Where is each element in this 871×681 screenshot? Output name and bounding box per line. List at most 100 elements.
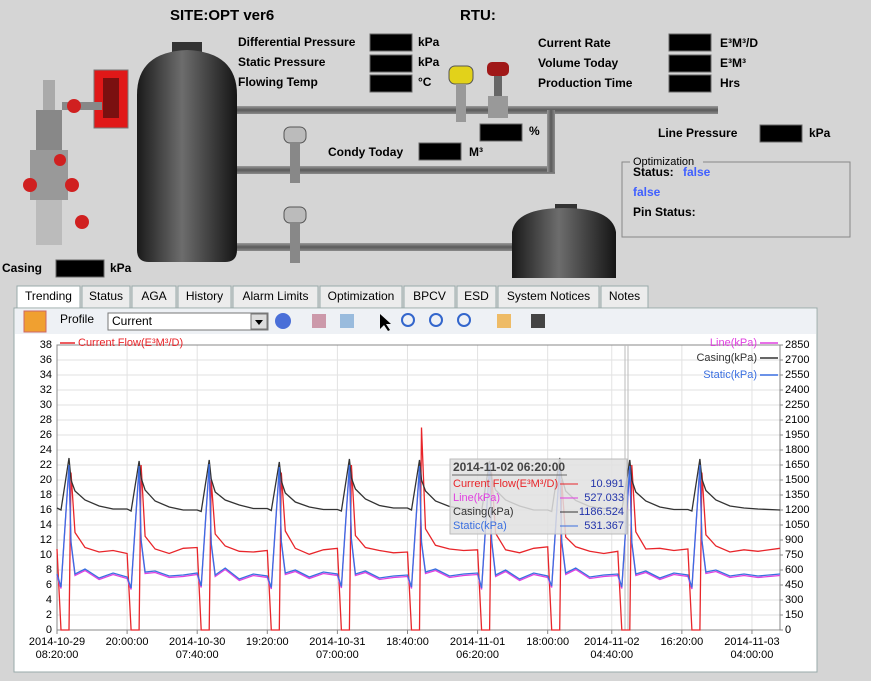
group-title: Optimization [633, 156, 694, 168]
y-tick-label: 8 [46, 564, 52, 576]
series-line [56, 427, 781, 631]
field-unit: % [529, 124, 540, 138]
pipe [237, 243, 522, 251]
profile-label: Profile [60, 312, 94, 326]
x-tick-label: 18:40:00 [386, 636, 429, 648]
value-box [479, 123, 523, 142]
legend-label: Line(kPa) [710, 337, 757, 349]
field-label: Line Pressure [658, 126, 738, 140]
y2-tick-label: 1800 [785, 444, 809, 456]
y-tick-label: 28 [40, 414, 52, 426]
y2-tick-label: 1500 [785, 474, 809, 486]
y2-tick-label: 1950 [785, 429, 809, 441]
y-tick-label: 32 [40, 384, 52, 396]
x-tick-label: 18:00:00 [526, 636, 570, 648]
y2-tick-label: 2100 [785, 414, 809, 426]
y-tick-label: 6 [46, 579, 52, 591]
y-tick-label: 10 [40, 549, 52, 561]
y-tick-label: 12 [40, 534, 52, 546]
separator-vessel [137, 42, 237, 262]
tooltip-name: Line(kPa) [453, 492, 500, 504]
tab-label[interactable]: BPCV [413, 289, 446, 303]
tooltip-title: 2014-11-02 06:20:00 [453, 460, 565, 474]
field-label: Flowing Temp [238, 75, 318, 89]
tooltip-value: 1186.524 [579, 506, 624, 518]
y-tick-label: 34 [40, 369, 52, 381]
group-legend-bg [630, 156, 703, 168]
x-tick-label: 20:00:00 [105, 636, 149, 648]
tab[interactable] [131, 285, 177, 309]
transmitter [283, 206, 307, 263]
tab-label[interactable]: Status [89, 289, 123, 303]
tab-label[interactable]: System Notices [507, 289, 590, 303]
y2-tick-label: 1350 [785, 489, 809, 501]
tab-label[interactable]: Trending [25, 289, 72, 303]
tab[interactable] [232, 285, 319, 309]
tab[interactable] [456, 285, 497, 309]
tooltip-name: Static(kPa) [453, 520, 507, 532]
tab[interactable] [16, 285, 81, 309]
pipe [237, 106, 718, 114]
x-tick-label: 2014-10-29 08:20:00 [28, 636, 86, 661]
tab-label[interactable]: Optimization [328, 289, 395, 303]
tooltip-value: 10.991 [590, 478, 624, 490]
y-tick-label: 38 [40, 339, 52, 351]
x-tick-label: 2014-11-02 04:40:00 [584, 636, 640, 661]
y2-tick-label: 2700 [785, 354, 809, 366]
alarm-valve [93, 69, 129, 129]
tab[interactable] [403, 285, 456, 309]
transmitter [448, 65, 474, 122]
y-tick-label: 30 [40, 399, 52, 411]
y2-tick-label: 450 [785, 579, 803, 591]
tab[interactable] [600, 285, 649, 309]
tab-label[interactable]: ESD [464, 289, 489, 303]
status-value: false [633, 185, 661, 199]
x-tick-label: 2014-10-30 07:40:00 [169, 636, 226, 661]
tab[interactable] [497, 285, 600, 309]
y-tick-label: 4 [46, 594, 52, 606]
value-box [418, 142, 462, 161]
y2-tick-label: 0 [785, 624, 791, 636]
field-unit: M³ [469, 145, 483, 159]
tab-label[interactable]: Notes [609, 289, 640, 303]
value-box [369, 74, 413, 93]
field-label: Casing [2, 261, 42, 275]
field-unit: E³M³/D [720, 36, 758, 50]
series-line [56, 463, 781, 589]
field-unit: kPa [418, 35, 440, 49]
tab[interactable] [319, 285, 403, 309]
y2-tick-label: 1650 [785, 459, 809, 471]
transmitter [283, 126, 307, 183]
y2-tick-label: 150 [785, 609, 803, 621]
y2-tick-label: 2550 [785, 369, 809, 381]
x-tick-label: 2014-10-31 07:00:00 [309, 636, 366, 661]
pipe [547, 110, 555, 172]
tab-label[interactable]: History [186, 289, 223, 303]
pin-status-label: Pin Status: [633, 205, 696, 219]
value-box [369, 33, 413, 52]
y-tick-label: 14 [40, 519, 52, 531]
control-valve [487, 62, 509, 118]
status-label: Status: [633, 165, 674, 179]
rtu-title: RTU: [460, 7, 496, 24]
field-unit: kPa [110, 261, 132, 275]
y2-tick-label: 600 [785, 564, 803, 576]
value-box [668, 74, 712, 93]
storage-tank [512, 204, 616, 278]
tab[interactable] [177, 285, 232, 309]
tab-label[interactable]: AGA [141, 289, 166, 303]
value-box [369, 54, 413, 73]
y2-tick-label: 900 [785, 534, 803, 546]
value-box [759, 124, 803, 143]
x-tick-label: 16:20:00 [660, 636, 704, 648]
tab[interactable] [81, 285, 131, 309]
field-label: Static Pressure [238, 55, 326, 69]
status-value: false [683, 165, 711, 179]
y-tick-label: 0 [46, 624, 52, 636]
chart-panel [13, 307, 818, 673]
tooltip-value: 527.033 [584, 492, 624, 504]
tab-label[interactable]: Alarm Limits [242, 289, 308, 303]
field-label: Volume Today [538, 56, 619, 70]
field-label: Condy Today [328, 145, 403, 159]
